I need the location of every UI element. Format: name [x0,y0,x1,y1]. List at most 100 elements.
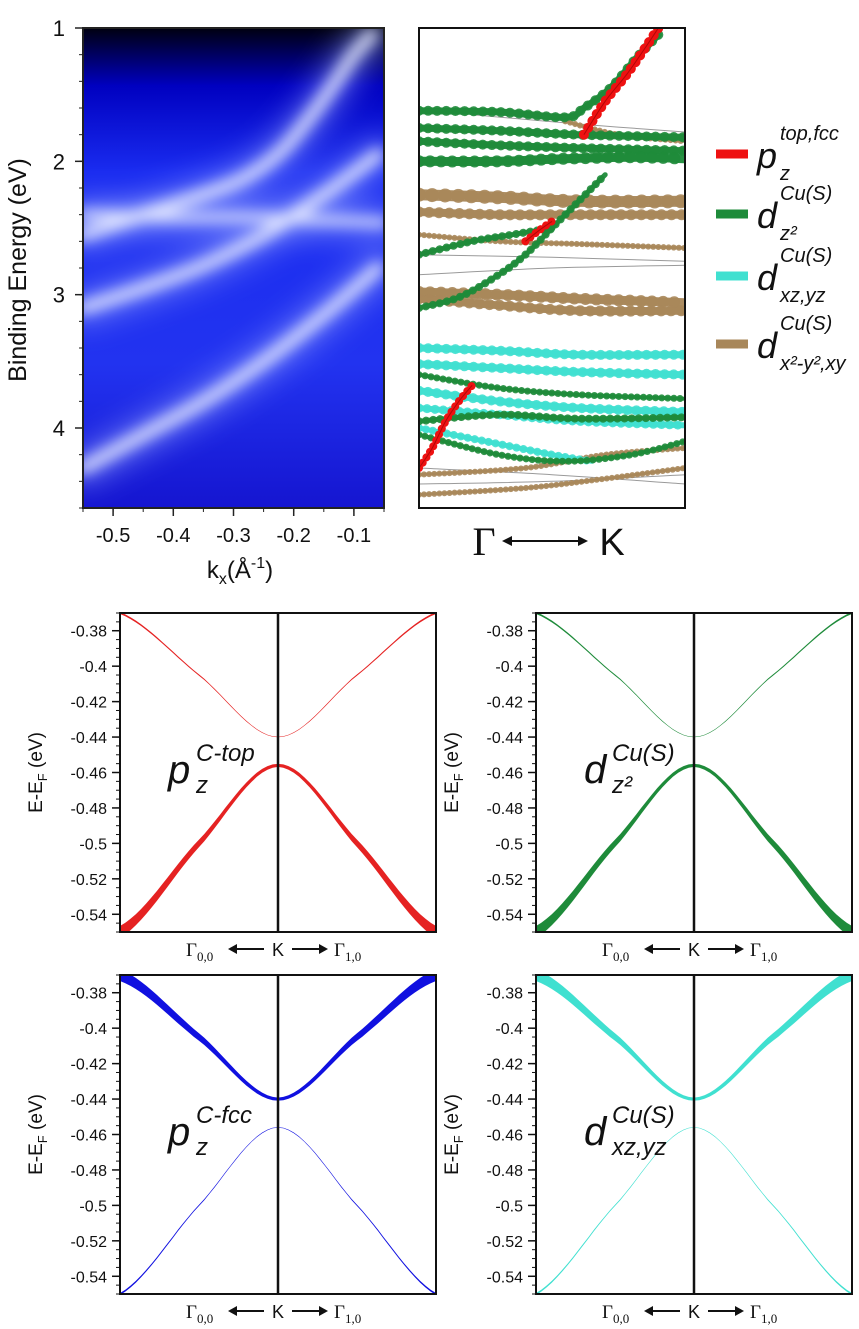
dft-band-grey [419,254,685,262]
xlabel-arrowhead-left [228,1306,237,1316]
orbital-label: p C-fcc z [167,1102,252,1161]
dft-band-dz2-dots [419,371,685,403]
dft-band-dxz-dots [419,343,685,360]
ytick-label: -0.54 [71,907,108,924]
panel-dxz-cu: -0.38 -0.4 -0.42 -0.44 -0.46 -0.48 -0.5 -0.52 -0… [442,974,853,1326]
ytick-label: -0.38 [487,986,524,1003]
xlabel-k: K [688,940,700,960]
ytick-label: -0.44 [71,1092,108,1109]
xlabel-gamma-left: Γ0,0 [186,940,213,964]
dft-band-dx2-dots [419,465,685,498]
orbital-label: d Cu(S) z² [584,740,675,799]
xlabel-gamma-left: Γ0,0 [186,1302,213,1326]
ytick-label: -0.5 [79,1198,107,1215]
dft-band-pz_top-core [525,220,553,242]
xlabel-gamma-right: Γ1,0 [750,940,777,964]
xlabel-k: K [688,1302,700,1322]
xlabel-arrowhead-left [644,944,653,954]
ytick-label: -0.5 [495,836,523,853]
ytick-label: -0.48 [71,1163,108,1180]
arpes-ytick-label: 3 [53,283,65,308]
ylabel: E-EF (eV) [26,732,50,813]
arpes-xtick-label: -0.5 [96,525,130,547]
panel-pz-cfcc: -0.38 -0.4 -0.42 -0.44 -0.46 -0.48 -0.5 -0.52 -0… [26,974,437,1326]
ytick-label: -0.48 [71,801,108,818]
arpes-band [83,148,384,314]
dft-frame [418,27,686,509]
ytick-label: -0.5 [79,836,107,853]
dft-band-dx2-dots [419,293,685,317]
xlabel-arrowhead-right [319,1306,328,1316]
dft-xlabel-gamma: Γ [472,519,495,564]
ytick-label: -0.46 [487,766,524,783]
ytick-label: -0.42 [487,695,524,712]
dft-band-dx2-dots [419,231,685,251]
arpes-xlabel: kx(Å-1) [207,555,273,588]
legend-label-dxz: dCu(S) xz,yz [757,245,832,307]
dft-arrow-left-head [502,536,512,546]
arpes-band [83,210,384,228]
dft-band-grey [419,474,685,485]
ytick-label: -0.44 [71,730,108,747]
arpes-xtick-label: -0.4 [156,525,190,547]
orbital-label: p C-top z [167,740,255,799]
ytick-label: -0.52 [487,1234,524,1251]
ytick-label: -0.52 [71,872,108,889]
arpes-xtick-label: -0.1 [337,525,371,547]
arpes-xtick-label: -0.3 [216,525,250,547]
xlabel-gamma-left: Γ0,0 [602,1302,629,1326]
xlabel-arrowhead-right [735,1306,744,1316]
dft-band-dx2-dots [419,187,685,209]
arpes-panel: -0.5 -0.4 -0.3 -0.2 -0.1 1 2 3 4 Binding Energy… [4,16,385,588]
ytick-label: -0.46 [487,1128,524,1145]
ytick-label: -0.46 [71,766,108,783]
ytick-label: -0.54 [487,907,524,924]
ytick-label: -0.4 [495,659,523,676]
dft-band-grey [419,264,685,276]
dft-band-dz2-dots [419,170,610,312]
xlabel-k: K [272,940,284,960]
ytick-label: -0.46 [71,1128,108,1145]
panel-dz2-cu: -0.38 -0.4 -0.42 -0.44 -0.46 -0.48 -0.5 -0.52 -0… [442,612,853,964]
xlabel-arrowhead-left [644,1306,653,1316]
ytick-label: -0.4 [79,1021,107,1038]
ytick-label: -0.52 [71,1234,108,1251]
arpes-xtick-label: -0.2 [276,525,310,547]
dft-band-dz2-dots [419,410,685,426]
dft-xlabel-k: K [599,522,624,564]
legend-label-dx2: dCu(S) x²-y²,xy [757,313,847,375]
dft-arrow-right-head [578,536,588,546]
arpes-ylabel: Binding Energy (eV) [4,158,32,382]
ytick-label: -0.4 [79,659,107,676]
ylabel: E-EF (eV) [442,1094,466,1175]
dft-panel: Γ K [418,27,686,564]
dft-band-dx2-dots [419,206,685,221]
legend-label-pz_top: ptop,fcc z [756,123,839,185]
dft-band-dz2-dots [419,136,685,156]
dft-band-pz_top-core [419,384,473,469]
ytick-label: -0.5 [495,1198,523,1215]
xlabel-k: K [272,1302,284,1322]
dft-band-dxz-dots [419,359,685,380]
dft-band-dz2-dots [419,431,685,465]
xlabel-gamma-right: Γ1,0 [334,1302,361,1326]
ytick-label: -0.38 [71,986,108,1003]
xlabel-arrowhead-left [228,944,237,954]
ylabel: E-EF (eV) [442,732,466,813]
ytick-label: -0.42 [71,1057,108,1074]
ytick-label: -0.48 [487,1163,524,1180]
ylabel: E-EF (eV) [26,1094,50,1175]
ytick-label: -0.42 [487,1057,524,1074]
dft-band-dxz-dots [419,385,685,417]
ytick-label: -0.38 [71,624,108,641]
ytick-label: -0.54 [71,1269,108,1286]
ytick-label: -0.4 [495,1021,523,1038]
arpes-ytick-label: 4 [53,416,65,441]
arpes-ytick-label: 1 [53,16,65,41]
orbital-label: d Cu(S) xz,yz [584,1102,675,1161]
xlabel-gamma-right: Γ1,0 [750,1302,777,1326]
ytick-label: -0.52 [487,872,524,889]
dft-band-dz2-dots [419,123,685,143]
arpes-ytick-label: 2 [53,149,65,174]
